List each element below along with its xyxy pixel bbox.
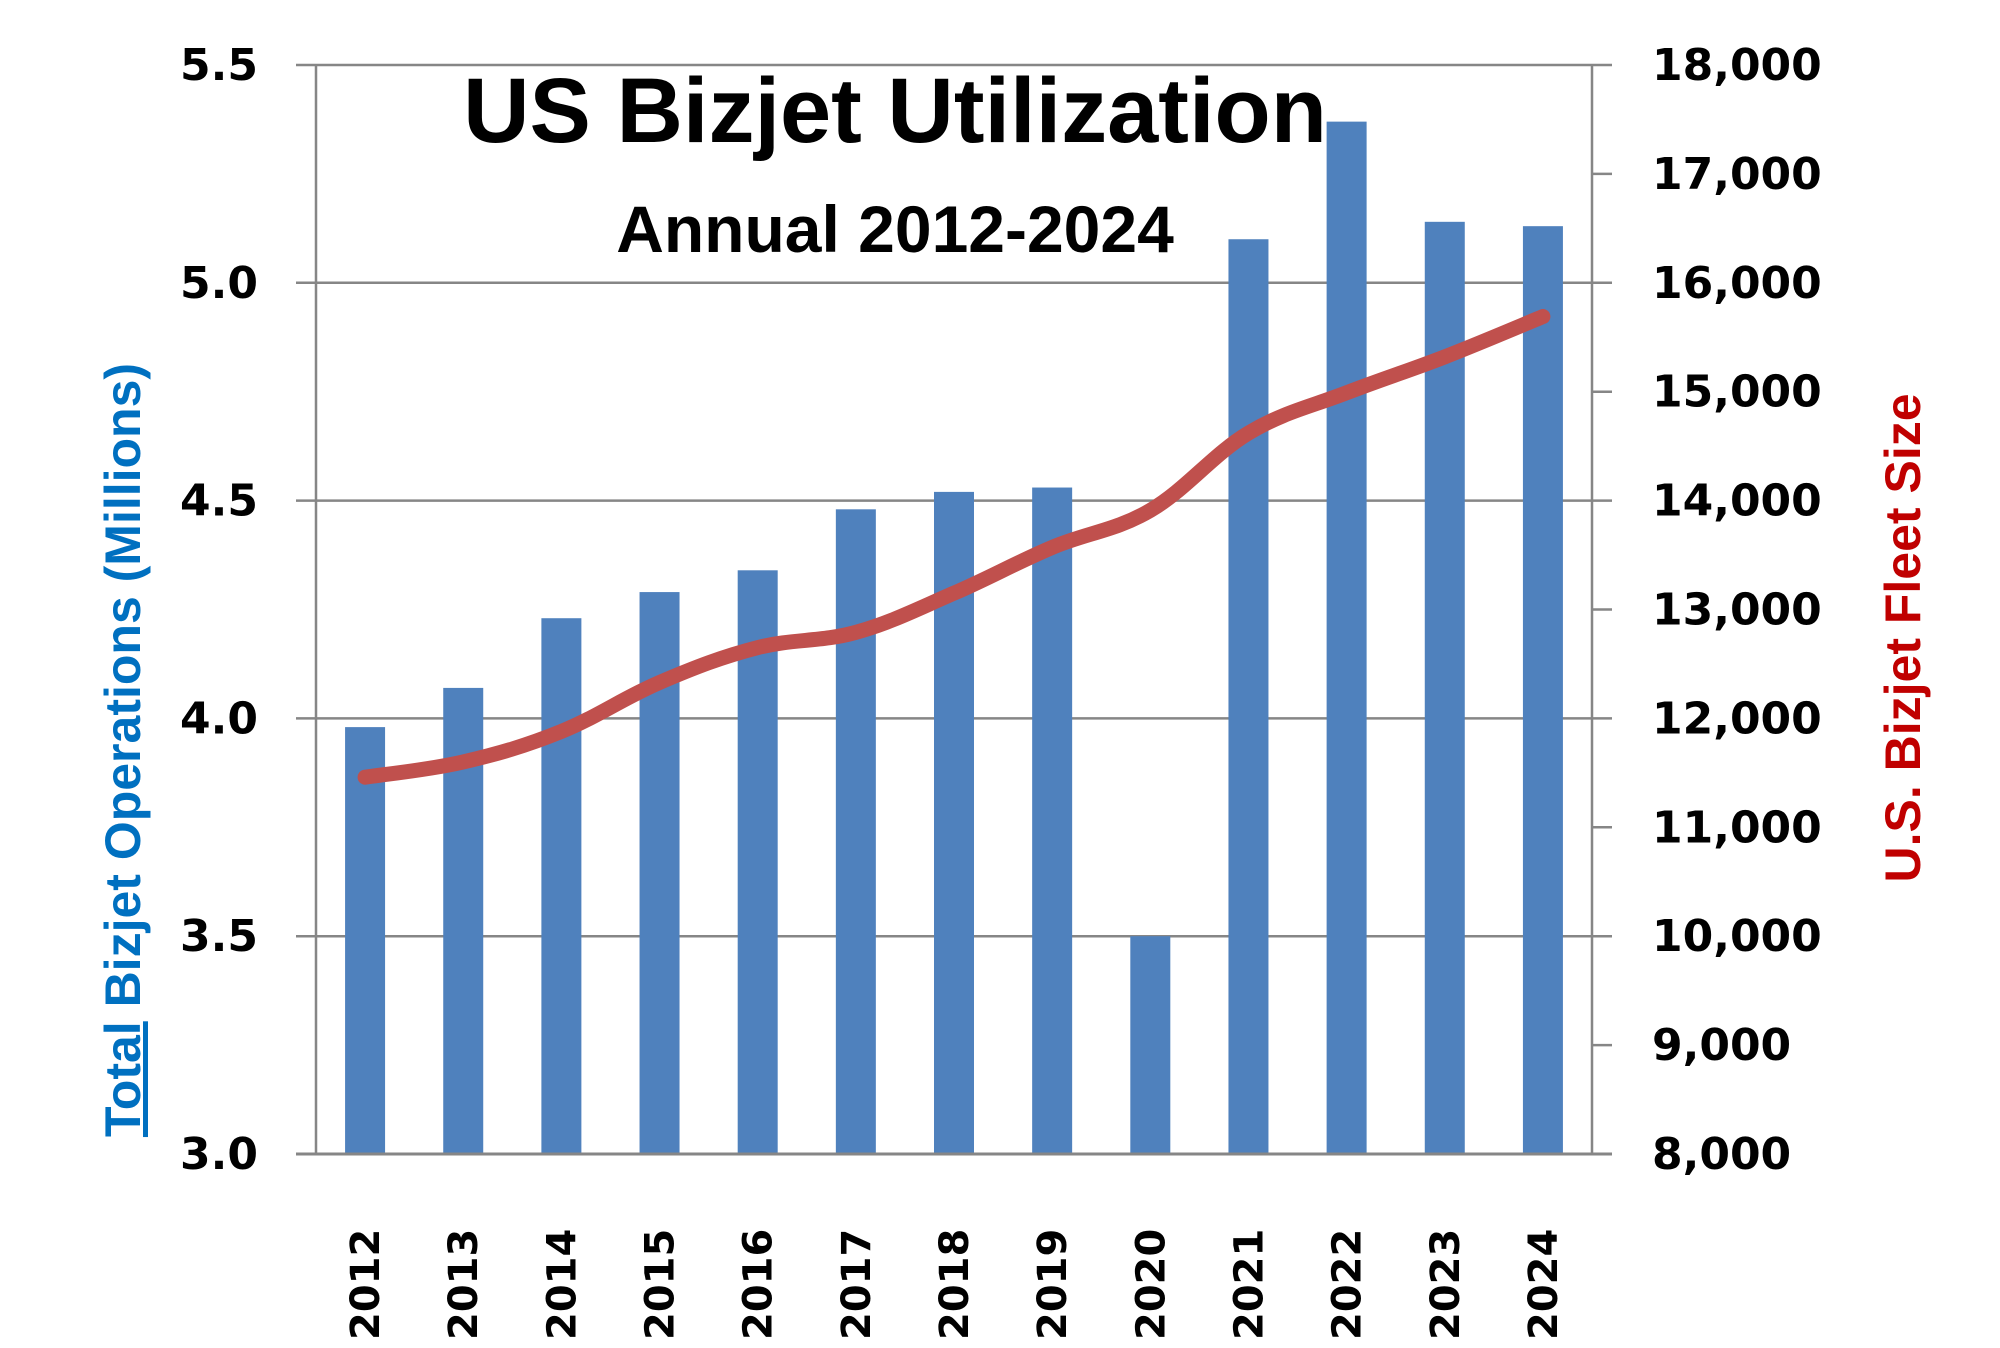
x-tick-label: 2022 (1325, 1229, 1371, 1340)
x-tick-label-group: 2015 (638, 1229, 684, 1340)
svg-text:Total Bizjet Operations (Milli: Total Bizjet Operations (Millions) (95, 363, 151, 1137)
x-tick-label: 2012 (343, 1229, 389, 1340)
left-tick-label: 3.5 (180, 911, 258, 962)
left-axis-title-rest: Bizjet Operations (Millions) (95, 363, 151, 1021)
left-tick-label: 5.0 (180, 258, 258, 309)
x-tick-label-group: 2012 (343, 1229, 389, 1340)
right-tick-label: 14,000 (1652, 476, 1822, 527)
x-tick-label: 2014 (539, 1229, 585, 1340)
right-tick-label: 18,000 (1652, 40, 1822, 91)
left-axis-title: Total Bizjet Operations (Millions) (95, 363, 151, 1137)
bar-series (345, 121, 1563, 1155)
x-tick-label-group: 2023 (1423, 1229, 1469, 1340)
right-tick-label: 11,000 (1652, 802, 1822, 853)
right-axis-title-group: U.S. Bizjet Fleet Size (1875, 393, 1931, 882)
bar-2012 (345, 727, 386, 1154)
right-axis-title: U.S. Bizjet Fleet Size (1875, 393, 1931, 882)
x-tick-label-group: 2020 (1128, 1229, 1174, 1340)
x-tick-label: 2024 (1521, 1229, 1567, 1340)
left-tick-label: 4.0 (180, 693, 258, 744)
bar-2014 (541, 618, 582, 1154)
right-tick-label: 9,000 (1652, 1020, 1791, 1071)
x-tick-label: 2020 (1128, 1229, 1174, 1340)
line-series (357, 309, 1551, 785)
x-tick-label-group: 2016 (736, 1229, 782, 1340)
right-tick-label: 16,000 (1652, 258, 1822, 309)
x-tick-label-group: 2017 (834, 1229, 880, 1340)
x-tick-label-group: 2013 (441, 1229, 487, 1340)
x-tick-label: 2016 (736, 1229, 782, 1340)
left-tick-label: 3.0 (180, 1129, 258, 1180)
bar-2017 (835, 509, 876, 1154)
right-tick-label: 12,000 (1652, 693, 1822, 744)
bar-2021 (1228, 239, 1269, 1155)
left-tick-label: 5.5 (180, 40, 258, 91)
right-tick-label: 8,000 (1652, 1129, 1791, 1180)
x-tick-label: 2017 (834, 1229, 880, 1340)
right-tick-label: 10,000 (1652, 911, 1822, 962)
bar-2022 (1326, 121, 1367, 1154)
x-tick-label: 2019 (1030, 1229, 1076, 1340)
right-tick-label: 17,000 (1652, 149, 1822, 200)
x-tick-label: 2023 (1423, 1229, 1469, 1340)
left-tick-label: 4.5 (180, 476, 258, 527)
x-tick-label-group: 2024 (1521, 1229, 1567, 1340)
bar-2019 (1032, 487, 1073, 1155)
x-tick-label: 2015 (638, 1229, 684, 1340)
x-tick-label-group: 2019 (1030, 1229, 1076, 1340)
x-tick-label-group: 2021 (1226, 1229, 1272, 1340)
chart-title: US Bizjet Utilization (463, 60, 1327, 162)
bar-2024 (1522, 226, 1563, 1154)
x-tick-label-group: 2022 (1325, 1229, 1371, 1340)
x-tick-label: 2018 (932, 1229, 978, 1340)
x-tick-label: 2013 (441, 1229, 487, 1340)
x-axis-ticks: 2012 2013 2014 2015 2016 2017 2018 2019 2020 2021… (343, 1229, 1567, 1340)
bar-2023 (1424, 221, 1465, 1155)
x-tick-label-group: 2014 (539, 1229, 585, 1340)
left-axis-title-underlined: Total (95, 1021, 151, 1137)
right-tick-label: 13,000 (1652, 585, 1822, 636)
bar-2020 (1130, 936, 1171, 1154)
right-tick-label: 15,000 (1652, 367, 1822, 418)
x-tick-label: 2021 (1226, 1229, 1272, 1340)
x-tick-label-group: 2018 (932, 1229, 978, 1340)
right-axis-ticks: 8,000 9,000 10,000 11,000 12,000 13,000 14,000… (1592, 40, 1822, 1180)
left-axis-ticks: 3.0 3.5 4.0 4.5 5.0 5.5 (180, 40, 258, 1180)
chart-subtitle: Annual 2012-2024 (616, 192, 1174, 266)
bar-2016 (737, 570, 778, 1154)
